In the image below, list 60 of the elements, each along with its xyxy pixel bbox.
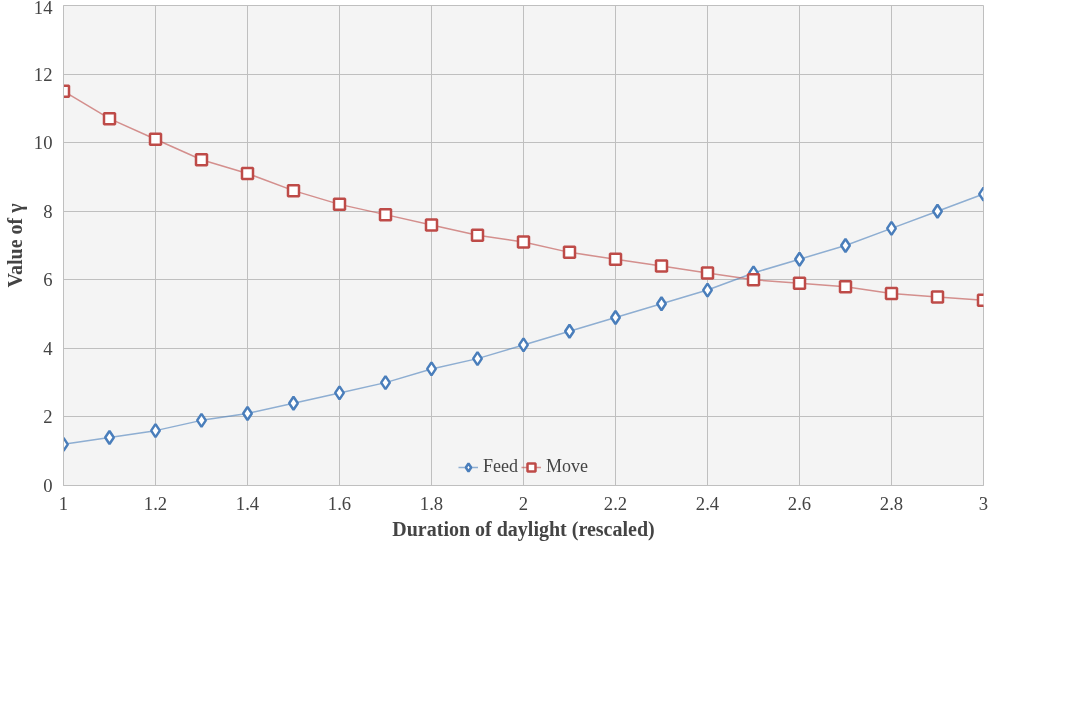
point <box>792 276 807 290</box>
y-tick-label: 10 <box>33 132 53 154</box>
point <box>884 286 899 301</box>
point <box>562 245 577 260</box>
x-tick-label: 1.4 <box>235 492 260 514</box>
y-tick-label: 4 <box>43 337 54 359</box>
y-tick-label: 14 <box>33 0 54 18</box>
x-tick-label: 1 <box>58 492 69 514</box>
point <box>471 350 484 367</box>
legend-label: Feed <box>483 456 518 477</box>
point <box>517 337 530 353</box>
point <box>287 395 300 411</box>
y-tick-label: 6 <box>43 269 53 291</box>
x-tick-label: 2.4 <box>695 492 720 514</box>
point <box>195 412 208 429</box>
point <box>930 290 945 304</box>
point <box>379 374 392 391</box>
point <box>608 252 623 266</box>
point <box>424 218 439 232</box>
x-tick-label: 2.6 <box>787 492 812 514</box>
point <box>102 111 117 126</box>
point <box>241 405 254 422</box>
x-tick-label: 1.8 <box>419 492 444 514</box>
point <box>655 296 668 312</box>
point <box>332 197 347 212</box>
point <box>286 183 301 198</box>
point <box>654 259 669 273</box>
point <box>378 207 393 222</box>
x-tick-label: 2 <box>518 492 529 514</box>
point <box>516 235 531 249</box>
point <box>838 279 853 294</box>
legend-label: Move <box>546 456 588 477</box>
x-tick-label: 1.6 <box>327 492 352 514</box>
point <box>609 309 622 326</box>
point <box>839 237 852 254</box>
point <box>885 220 898 237</box>
point <box>793 251 806 267</box>
y-tick-label: 8 <box>43 200 53 222</box>
point <box>700 266 715 280</box>
point <box>149 422 162 439</box>
point <box>425 361 438 377</box>
y-tick-label: 12 <box>33 63 53 85</box>
point <box>746 273 761 287</box>
y-tick-label: 2 <box>43 406 53 428</box>
y-axis-title: Value of γ <box>3 202 27 288</box>
point <box>333 385 346 401</box>
point <box>194 153 209 167</box>
x-tick-label: 3 <box>978 492 989 514</box>
point <box>240 166 255 181</box>
x-tick-label: 2.8 <box>879 492 904 514</box>
point <box>701 282 714 298</box>
point <box>103 429 116 446</box>
point <box>563 323 576 339</box>
x-tick-label: 1.2 <box>143 492 168 514</box>
point <box>148 132 163 146</box>
point <box>470 228 485 242</box>
x-tick-label: 2.2 <box>603 492 628 514</box>
x-axis-title: Duration of daylight (rescaled) <box>392 517 655 541</box>
point <box>931 203 944 219</box>
y-tick-label: 0 <box>43 475 53 496</box>
